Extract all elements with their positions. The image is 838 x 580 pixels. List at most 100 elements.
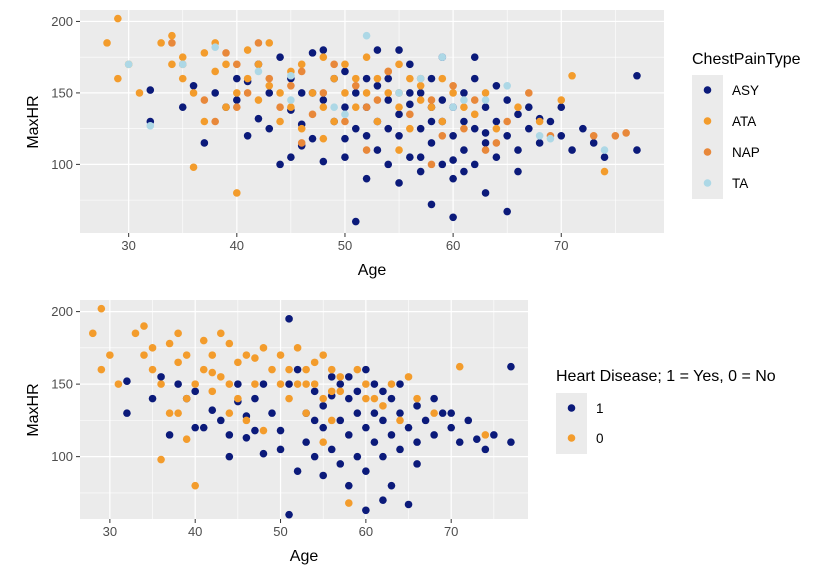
data-point-1 [165,431,174,439]
data-point-ata [341,89,349,97]
data-point-1 [293,365,302,374]
data-point-asy [384,124,393,133]
data-point-0 [310,358,319,367]
data-point-asy [557,131,566,140]
data-point-asy [297,89,306,97]
data-point-1 [387,394,396,403]
data-point-ta [287,71,295,80]
data-point-asy [341,134,349,143]
data-point-ata [481,89,490,97]
data-point-asy [427,200,436,209]
data-point-asy [557,103,566,112]
data-point-asy [362,131,371,140]
data-point-nap [362,103,371,112]
data-point-asy [395,110,403,119]
data-point-0 [97,365,106,374]
data-point-ta [146,121,155,130]
data-point-ata [276,89,284,97]
data-point-1 [285,510,293,519]
data-point-ata [265,39,274,47]
data-point-asy [427,117,436,126]
data-point-ata [395,103,403,112]
data-point-1 [285,380,293,388]
data-point-nap [351,81,360,90]
data-point-ta [460,96,468,104]
data-point-0 [208,368,217,377]
data-point-asy [535,139,544,147]
data-point-1 [191,423,199,432]
data-point-1 [302,438,310,446]
data-point-0 [336,387,345,396]
data-point-ta [449,103,457,112]
data-point-1 [379,416,387,425]
data-point-ata [351,103,360,112]
data-point-ta [330,103,338,112]
data-point-asy [243,131,252,140]
data-point-1 [319,471,328,480]
data-point-ta [395,89,403,97]
data-point-1 [174,380,182,388]
data-point-1 [464,416,473,425]
data-point-0 [362,394,370,403]
data-point-0 [319,394,328,403]
data-point-0 [225,339,234,348]
data-point-asy [233,96,241,104]
data-point-0 [251,380,259,388]
data-point-asy [276,160,284,169]
data-point-nap [211,117,219,126]
data-point-nap [492,139,501,147]
data-point-ata [243,46,252,54]
data-point-0 [199,336,208,345]
data-point-asy [319,96,328,104]
data-point-1 [345,373,353,381]
data-point-nap [287,81,295,90]
data-point-0 [370,394,379,403]
data-point-asy [460,117,468,126]
data-point-1 [336,416,345,425]
data-point-0 [157,380,165,388]
data-point-nap [200,96,209,104]
data-point-1 [327,373,336,381]
data-point-nap [233,60,241,69]
data-point-0 [345,499,353,507]
data-point-0 [327,387,336,396]
data-point-asy [600,153,609,162]
data-point-1 [430,394,438,403]
data-point-asy [492,117,501,126]
data-point-asy [633,71,641,80]
data-point-1 [327,445,336,454]
data-point-1 [413,460,421,468]
data-point-ata [233,89,241,97]
data-point-nap [611,131,620,140]
data-point-asy [319,157,328,166]
x-tick-labels: 30 40 50 60 70 [121,233,568,253]
data-point-ta [124,60,133,69]
y-tick-labels: 100 150 200 [51,304,80,464]
data-point-1 [310,452,319,461]
data-point-1 [362,467,370,475]
data-point-ata [535,117,544,126]
data-point-asy [427,74,436,83]
data-point-1 [148,394,157,403]
data-point-ata [427,103,436,112]
data-point-ta [535,131,544,140]
data-point-ata [416,96,425,104]
data-point-1 [208,406,217,415]
data-point-1 [379,496,387,504]
data-point-ata [600,167,609,176]
data-point-1 [157,373,165,381]
data-point-nap [622,129,630,137]
data-point-nap [233,103,241,112]
data-point-ata [297,60,306,69]
data-point-ata [297,124,306,133]
data-point-nap [427,96,436,104]
data-point-1 [362,423,370,432]
data-point-1 [507,438,515,446]
data-point-1 [370,438,379,446]
legend-key-nap [703,148,712,156]
data-point-asy [503,207,511,216]
data-point-0 [148,365,157,374]
data-point-asy [514,146,522,154]
data-point-ata [200,117,209,126]
y-axis-title: MaxHR [25,383,42,436]
